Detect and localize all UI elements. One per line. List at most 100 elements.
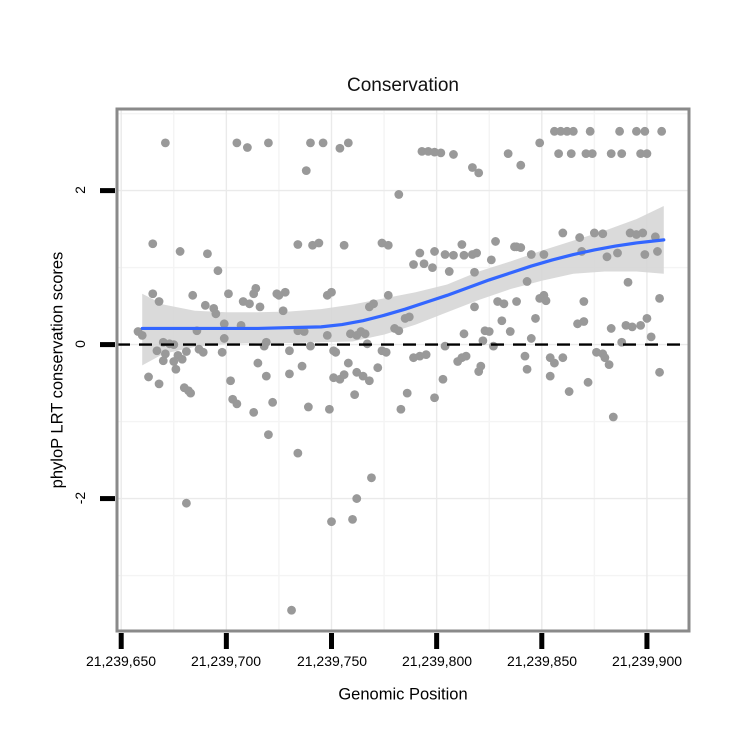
data-point [419,259,429,269]
data-point [358,371,368,381]
data-point [144,372,153,382]
data-point [657,126,667,136]
data-point [562,126,572,136]
data-point [217,347,227,357]
data-point [598,229,608,239]
data-point [306,341,315,351]
data-point [512,297,521,306]
data-point [604,360,614,370]
data-point [575,233,585,242]
data-point [249,289,259,299]
data-point [232,399,242,409]
data-point [606,324,616,333]
data-point [188,290,198,300]
data-point [478,336,488,346]
data-point [632,126,641,136]
data-point [655,367,664,377]
data-point [636,320,646,330]
data-point [348,514,357,524]
data-point [285,369,294,379]
data-point [264,430,273,440]
data-point [303,402,313,412]
data-point [606,149,616,159]
data-point [613,248,622,258]
data-point [255,302,265,312]
data-point [522,364,532,374]
data-point [219,319,229,329]
y-axis-label: phyloP LRT conservation scores [48,251,67,489]
data-point [396,404,406,414]
data-point [636,149,646,159]
data-point [438,374,448,384]
data-point [554,149,564,159]
data-point [364,376,374,386]
data-point [343,138,353,148]
data-point [459,329,469,339]
data-point [339,240,349,250]
data-point [417,146,427,156]
data-point [545,371,555,381]
data-point [219,334,229,343]
data-point [568,126,578,136]
data-point [154,379,164,389]
data-point [327,287,336,297]
data-point [449,150,458,159]
data-point [331,347,341,357]
data-point [404,312,414,322]
data-point [232,138,242,148]
data-point [516,243,526,252]
data-point [642,149,652,159]
data-point [343,358,353,368]
data-point [352,367,362,377]
data-point [640,250,650,259]
data-point [211,309,221,319]
data-point [148,289,158,299]
data-point [440,250,450,259]
data-point [367,473,376,483]
data-point [383,290,393,300]
data-point [505,327,515,336]
data-point [394,190,404,199]
data-point [324,404,334,414]
data-point [200,300,210,310]
data-point [421,350,431,360]
data-point [461,351,471,361]
data-point [430,393,439,403]
data-point [558,353,568,363]
data-point [470,267,479,277]
data-point [137,330,147,340]
data-point [579,317,589,326]
data-point [653,247,662,256]
data-point [186,388,196,398]
data-point [245,299,254,309]
data-point [335,143,345,153]
data-point [360,329,370,339]
data-point [608,412,618,422]
data-point [486,255,496,265]
data-point [293,448,303,458]
data-point [587,149,597,159]
data-point [617,149,627,159]
data-point [430,247,439,256]
data-point [440,341,450,351]
data-point [499,299,509,309]
data-point [474,168,484,178]
data-point [585,126,595,136]
data-point [638,228,648,238]
data-point [171,364,181,374]
x-tick-label: 21,239,800 [401,653,473,669]
data-point [152,346,162,356]
x-tick-label: 21,239,700 [190,653,262,669]
data-point [169,357,179,366]
data-point [415,248,425,258]
data-point [293,240,303,249]
data-point [175,247,185,256]
data-point [564,387,574,396]
data-point [459,250,469,260]
data-point [297,361,307,371]
data-point [226,376,235,386]
data-point [148,239,158,249]
data-point [646,332,656,342]
x-axis-label: Genomic Position [338,685,468,704]
